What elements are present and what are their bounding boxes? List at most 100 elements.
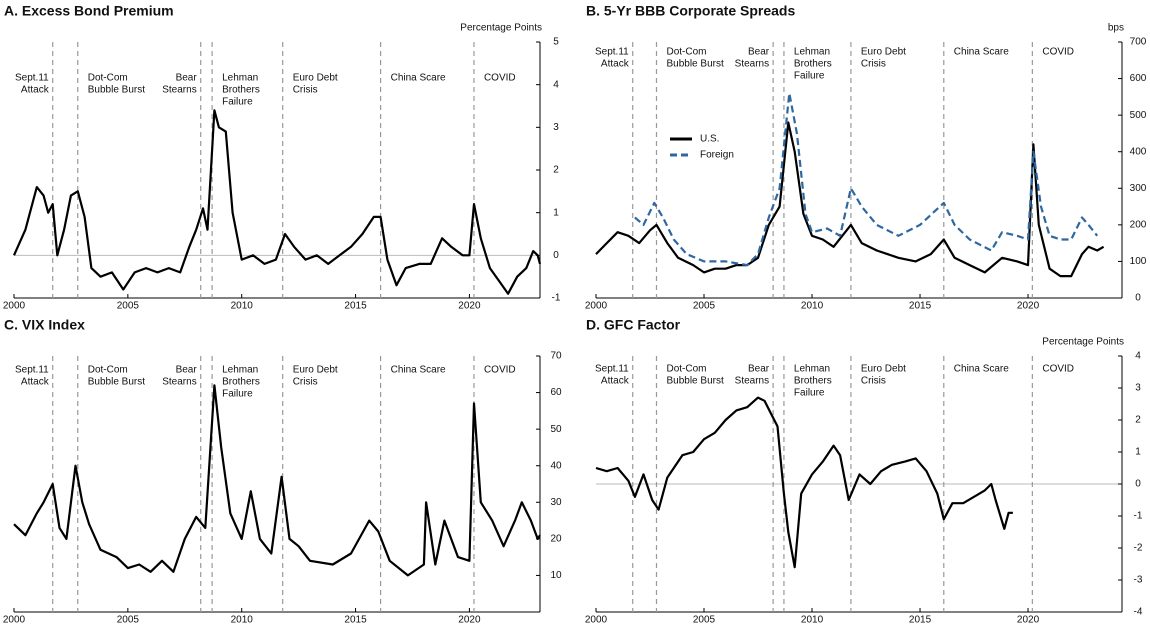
panel: C. VIX Index 10 20 30 40 50 60 70 2000 2005 2010 20… <box>3 317 562 626</box>
event-label: Attack <box>601 59 630 70</box>
event-label: Crisis <box>293 85 318 96</box>
y-axis-label: Percentage Points <box>1042 337 1124 348</box>
y-tick-label: 4 <box>553 79 559 90</box>
y-tick-label: 5 <box>553 37 559 48</box>
y-tick-label: 500 <box>1130 110 1147 121</box>
x-tick-label: 2020 <box>458 615 481 626</box>
event-label: Brothers <box>222 377 260 388</box>
y-tick-label: 20 <box>550 533 562 544</box>
y-tick-label: 0 <box>1135 479 1141 490</box>
event-label: Sept.11 <box>15 73 49 84</box>
event-label: Sept.11 <box>15 365 49 376</box>
y-tick-label: 400 <box>1130 146 1147 157</box>
event-label: Euro Debt <box>861 364 906 375</box>
x-tick-label: 2020 <box>458 301 481 312</box>
y-tick-label: 2 <box>1135 415 1141 426</box>
event-label: Failure <box>794 71 825 82</box>
y-tick-label: 10 <box>550 570 562 581</box>
y-tick-label: 50 <box>550 424 562 435</box>
y-tick-label: 2 <box>553 165 559 176</box>
event-label: COVID <box>1042 364 1074 375</box>
x-tick-label: 2020 <box>1017 615 1040 626</box>
series-line <box>12 109 542 295</box>
event-label: Euro Debt <box>293 73 338 84</box>
y-tick-label: 30 <box>550 497 562 508</box>
event-label: China Scare <box>391 365 446 376</box>
x-tick-label: 2010 <box>231 615 254 626</box>
event-label: Brothers <box>794 59 832 70</box>
y-tick-label: 3 <box>1135 383 1141 394</box>
x-tick-label: 2000 <box>3 615 26 626</box>
y-tick-label: 600 <box>1130 73 1147 84</box>
x-tick-label: 2015 <box>344 301 367 312</box>
event-label: Failure <box>222 389 253 400</box>
x-tick-label: 2005 <box>693 301 716 312</box>
y-tick-label: 4 <box>1135 351 1141 362</box>
y-tick-label: 1 <box>1135 447 1141 458</box>
y-tick-label: 0 <box>553 250 559 261</box>
event-label: Euro Debt <box>861 47 906 58</box>
series-line <box>13 384 541 577</box>
x-tick-label: 2010 <box>231 301 254 312</box>
x-tick-label: 2010 <box>801 301 824 312</box>
y-axis-label: Percentage Points <box>460 23 542 34</box>
y-tick-label: 60 <box>550 387 562 398</box>
panel-title: C. VIX Index <box>4 317 85 333</box>
event-label: Bear <box>176 73 198 84</box>
y-tick-label: 70 <box>550 351 562 362</box>
legend-label: Foreign <box>700 150 734 161</box>
panel-title: D. GFC Factor <box>586 317 681 333</box>
event-label: Euro Debt <box>293 365 338 376</box>
event-label: Lehman <box>794 47 830 58</box>
x-tick-label: 2000 <box>585 301 608 312</box>
x-tick-label: 2000 <box>3 301 26 312</box>
event-label: Bubble Burst <box>88 85 145 96</box>
event-label: China Scare <box>954 364 1009 375</box>
event-label: Sept.11 <box>595 47 629 58</box>
event-label: COVID <box>484 73 516 84</box>
event-label: Dot-Com <box>666 47 706 58</box>
event-label: Stearns <box>162 377 196 388</box>
panel: A. Excess Bond Premium Percentage Points -… <box>3 3 561 312</box>
y-tick-label: 3 <box>553 122 559 133</box>
series-line <box>634 92 1099 267</box>
x-tick-label: 2010 <box>801 615 824 626</box>
x-tick-label: 2005 <box>117 301 140 312</box>
event-label: Failure <box>222 97 253 108</box>
series-line <box>595 121 1105 278</box>
panel: D. GFC Factor Percentage Points -4 -3 -2 -1 0 1… <box>585 317 1143 626</box>
event-label: Crisis <box>861 59 886 70</box>
event-label: Lehman <box>794 364 830 375</box>
y-axis-label: bps <box>1108 23 1124 34</box>
event-label: Bubble Burst <box>666 59 723 70</box>
y-tick-label: 1 <box>553 207 559 218</box>
y-tick-label: -4 <box>1134 607 1143 618</box>
panel: B. 5-Yr BBB Corporate Spreads bps 0 100 200 3… <box>585 3 1147 312</box>
y-tick-label: -3 <box>1134 575 1143 586</box>
x-tick-label: 2005 <box>117 615 140 626</box>
y-tick-label: 0 <box>1135 293 1141 304</box>
event-label: Stearns <box>162 85 196 96</box>
y-tick-label: 100 <box>1130 256 1147 267</box>
event-label: Lehman <box>222 365 258 376</box>
event-label: Crisis <box>861 376 886 387</box>
event-label: Sept.11 <box>595 364 629 375</box>
event-label: Dot-Com <box>666 364 706 375</box>
panel-title: A. Excess Bond Premium <box>4 3 174 19</box>
event-label: COVID <box>1042 47 1074 58</box>
y-tick-label: 200 <box>1130 219 1147 230</box>
y-tick-label: 700 <box>1130 37 1147 48</box>
event-label: China Scare <box>954 47 1009 58</box>
x-tick-label: 2015 <box>909 615 932 626</box>
event-label: Bear <box>176 365 198 376</box>
event-label: Dot-Com <box>88 73 128 84</box>
y-tick-label: -1 <box>552 293 561 304</box>
y-tick-label: -1 <box>1134 511 1143 522</box>
x-tick-label: 2005 <box>693 615 716 626</box>
event-label: Crisis <box>293 377 318 388</box>
x-tick-label: 2000 <box>585 615 608 626</box>
event-label: China Scare <box>391 73 446 84</box>
event-label: Stearns <box>735 376 769 387</box>
event-label: Stearns <box>735 59 769 70</box>
